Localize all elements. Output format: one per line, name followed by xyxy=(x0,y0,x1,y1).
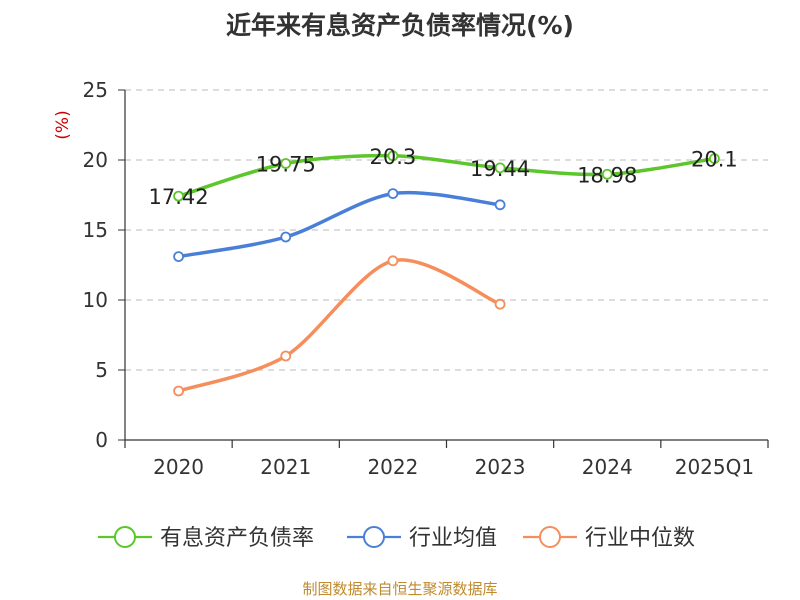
data-point xyxy=(494,162,506,174)
legend-marker xyxy=(539,526,561,548)
x-tick-label: 2022 xyxy=(367,455,418,479)
data-label: 18.98 xyxy=(577,163,637,187)
legend-item-2[interactable]: 行业中位数 xyxy=(523,526,695,551)
x-tick-label: 2023 xyxy=(475,455,526,479)
data-label: 20.3 xyxy=(370,145,417,169)
data-label: 17.42 xyxy=(149,185,209,209)
data-label: 19.75 xyxy=(256,153,316,177)
legend-marker xyxy=(363,526,385,548)
y-tick-label: 5 xyxy=(95,358,108,382)
source-note: 制图数据来自恒生聚源数据库 xyxy=(302,580,497,598)
data-point xyxy=(494,199,506,211)
data-point xyxy=(494,298,506,310)
series-line xyxy=(176,190,502,259)
series-1 xyxy=(173,188,506,263)
data-point xyxy=(173,251,184,263)
series-2 xyxy=(173,255,506,397)
y-axis-unit-label: (%) xyxy=(53,110,73,139)
gridlines xyxy=(125,89,768,371)
y-tick-label: 15 xyxy=(83,218,108,242)
legend-label: 行业均值 xyxy=(409,526,497,551)
data-point xyxy=(387,150,399,162)
data-point xyxy=(601,168,613,180)
chart-title: 近年来有息资产负债率情况(%) xyxy=(226,11,574,40)
legend-label: 有息资产负债率 xyxy=(160,526,314,551)
series-lines xyxy=(173,150,720,397)
x-tick-label: 2024 xyxy=(582,455,633,479)
x-tick-label: 2025Q1 xyxy=(675,455,754,479)
data-label: 20.1 xyxy=(691,148,738,172)
legend: 有息资产负债率 行业均值 行业中位数 xyxy=(98,526,695,551)
legend-item-1[interactable]: 行业均值 xyxy=(347,526,497,551)
legend-marker xyxy=(114,526,136,548)
data-label: 19.44 xyxy=(470,157,530,181)
data-labels: 17.42 19.75 20.3 19.44 18.98 20.1 xyxy=(149,145,738,209)
x-tick-label: 2021 xyxy=(260,455,311,479)
legend-label: 行业中位数 xyxy=(585,526,695,551)
series-0 xyxy=(173,150,720,202)
series-line xyxy=(176,258,502,393)
legend-item-0[interactable]: 有息资产负债率 xyxy=(98,526,314,551)
data-point xyxy=(709,153,720,165)
data-point xyxy=(280,158,292,169)
data-point xyxy=(280,231,292,243)
data-point xyxy=(173,190,184,202)
data-point xyxy=(173,385,184,397)
y-tick-label: 0 xyxy=(95,428,108,452)
data-point xyxy=(280,350,292,362)
y-tick-label: 10 xyxy=(83,288,108,312)
series-line xyxy=(176,153,717,198)
y-tick-label: 25 xyxy=(83,78,108,102)
data-point xyxy=(387,188,399,200)
y-tick-label: 20 xyxy=(83,148,108,172)
x-tick-label: 2020 xyxy=(153,455,204,479)
axes: 0 5 10 15 20 25 2020 2021 2022 2023 2024 2025Q1 xyxy=(83,78,769,479)
data-point xyxy=(387,255,399,267)
